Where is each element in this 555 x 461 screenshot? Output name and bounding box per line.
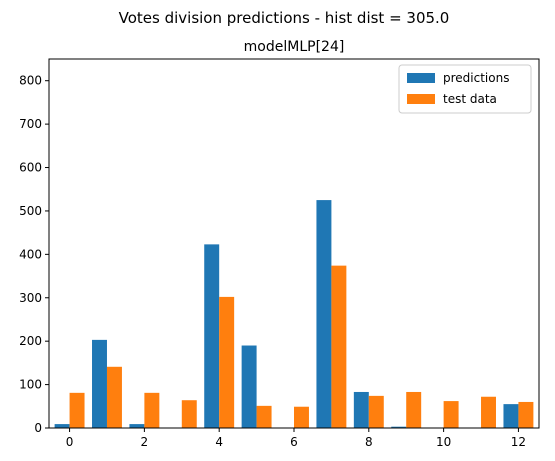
x-axis: 0 2 4 6 8 10 12 xyxy=(66,428,526,449)
plot-frame xyxy=(49,59,539,428)
y-tick-label: 800 xyxy=(19,74,42,88)
y-tick-label: 100 xyxy=(19,378,42,392)
y-tick-label: 600 xyxy=(19,161,42,175)
legend-label: test data xyxy=(443,92,497,106)
x-tick-label: 12 xyxy=(511,435,526,449)
y-tick-label: 0 xyxy=(34,421,42,435)
bar-test-data-10 xyxy=(444,401,459,428)
y-axis: 0 100 200 300 400 500 600 700 800 xyxy=(19,74,49,435)
bar-test-data-7 xyxy=(331,266,346,428)
bars-group xyxy=(55,200,534,428)
legend-swatch xyxy=(407,94,435,104)
bar-test-data-4 xyxy=(219,297,234,428)
bar-test-data-11 xyxy=(481,397,496,428)
y-tick-label: 500 xyxy=(19,204,42,218)
bar-test-data-12 xyxy=(518,402,533,428)
x-tick-label: 8 xyxy=(365,435,373,449)
chart-title: modelMLP[24] xyxy=(244,39,345,55)
y-tick-label: 700 xyxy=(19,117,42,131)
bar-predictions-12 xyxy=(503,404,518,428)
bar-predictions-5 xyxy=(242,346,257,428)
bar-predictions-4 xyxy=(204,244,219,428)
y-tick-label: 300 xyxy=(19,291,42,305)
bar-test-data-3 xyxy=(182,400,197,428)
chart-suptitle: Votes division predictions - hist dist =… xyxy=(119,9,450,27)
legend: predictions test data xyxy=(399,65,531,113)
bar-test-data-1 xyxy=(107,367,122,428)
bar-test-data-5 xyxy=(257,406,272,428)
bar-test-data-8 xyxy=(369,396,384,428)
bar-predictions-1 xyxy=(92,340,107,428)
x-tick-label: 4 xyxy=(215,435,223,449)
x-tick-label: 0 xyxy=(66,435,74,449)
bar-predictions-0 xyxy=(55,424,70,428)
x-tick-label: 2 xyxy=(141,435,149,449)
y-tick-label: 400 xyxy=(19,247,42,261)
legend-label: predictions xyxy=(443,71,509,85)
bar-test-data-2 xyxy=(144,393,159,428)
bar-predictions-8 xyxy=(354,392,369,428)
bar-predictions-2 xyxy=(129,424,144,428)
bar-test-data-9 xyxy=(406,392,421,428)
bar-test-data-6 xyxy=(294,407,309,428)
legend-swatch xyxy=(407,73,435,83)
bar-test-data-0 xyxy=(70,393,85,428)
x-tick-label: 6 xyxy=(290,435,298,449)
y-tick-label: 200 xyxy=(19,334,42,348)
bar-predictions-7 xyxy=(316,200,331,428)
x-tick-label: 10 xyxy=(436,435,451,449)
